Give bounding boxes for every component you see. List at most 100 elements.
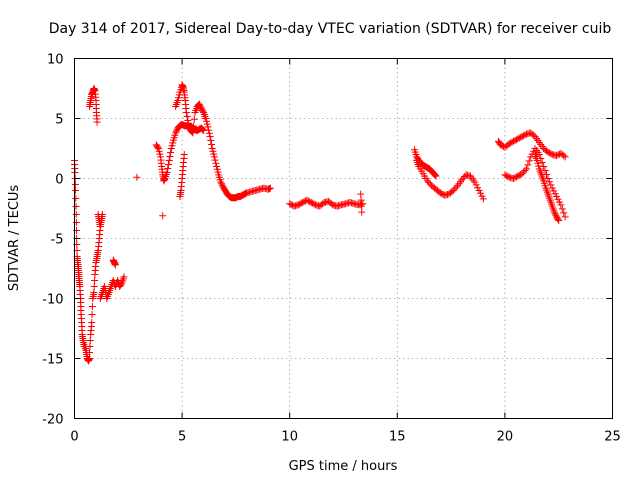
data-point bbox=[72, 203, 80, 210]
data-point bbox=[195, 100, 203, 108]
data-point bbox=[212, 159, 220, 167]
data-point bbox=[189, 129, 197, 137]
x-axis-label: GPS time / hours bbox=[289, 459, 398, 474]
data-point bbox=[93, 118, 101, 126]
data-point bbox=[514, 172, 522, 180]
data-point bbox=[91, 277, 99, 284]
data-point bbox=[307, 199, 315, 206]
data-point bbox=[120, 273, 128, 281]
data-point bbox=[204, 123, 212, 131]
data-point bbox=[304, 197, 312, 205]
y-tick-label: 5 bbox=[55, 113, 63, 128]
data-point bbox=[208, 141, 216, 148]
data-point bbox=[560, 209, 568, 217]
series-arc-5 bbox=[96, 273, 128, 302]
data-point bbox=[512, 136, 520, 144]
data-point bbox=[510, 137, 518, 145]
data-point bbox=[86, 343, 94, 350]
data-point bbox=[358, 208, 366, 216]
x-tick-label: 25 bbox=[604, 430, 621, 445]
data-point bbox=[88, 311, 96, 318]
data-point bbox=[545, 178, 553, 186]
data-point bbox=[297, 199, 305, 207]
data-point bbox=[547, 150, 555, 158]
data-point bbox=[501, 171, 509, 179]
series-arc-11 bbox=[176, 151, 188, 200]
data-point bbox=[553, 152, 561, 160]
data-point bbox=[510, 175, 518, 182]
data-point bbox=[511, 137, 519, 144]
axis-ticks: 0 5 10 15 20 25 -20 -15 -10 -5 0 5 10 bbox=[42, 53, 621, 445]
data-point bbox=[196, 102, 204, 110]
data-point bbox=[303, 196, 311, 204]
data-point bbox=[294, 201, 302, 209]
data-point bbox=[287, 201, 295, 208]
data-point bbox=[167, 149, 175, 156]
data-point bbox=[180, 151, 188, 158]
data-point bbox=[133, 173, 141, 181]
data-point bbox=[88, 303, 96, 310]
data-point bbox=[524, 161, 532, 169]
series-arc-7 bbox=[133, 173, 141, 181]
data-point bbox=[508, 138, 516, 146]
data-point bbox=[525, 157, 533, 165]
data-point bbox=[514, 135, 522, 143]
data-point bbox=[505, 140, 513, 148]
data-point bbox=[459, 174, 467, 182]
x-tick-label: 15 bbox=[389, 430, 406, 445]
data-point bbox=[432, 172, 440, 180]
data-point bbox=[511, 174, 519, 182]
data-point bbox=[557, 201, 565, 209]
data-point bbox=[217, 178, 225, 186]
data-point bbox=[165, 157, 173, 164]
data-point bbox=[310, 200, 318, 208]
data-point bbox=[199, 107, 207, 115]
data-point bbox=[438, 190, 446, 198]
y-tick-label: 10 bbox=[47, 53, 64, 68]
x-tick-label: 10 bbox=[281, 430, 298, 445]
data-point bbox=[86, 337, 94, 344]
y-axis-label: SDTVAR / TECUs bbox=[7, 185, 22, 292]
data-point bbox=[561, 213, 569, 221]
data-point bbox=[547, 181, 555, 189]
x-tick-label: 5 bbox=[178, 430, 186, 445]
data-point bbox=[521, 167, 529, 174]
data-point bbox=[166, 153, 174, 160]
data-point bbox=[431, 171, 439, 179]
data-point bbox=[86, 349, 94, 356]
data-point bbox=[190, 122, 198, 130]
data-point bbox=[554, 215, 562, 223]
y-tick-label: -10 bbox=[42, 293, 63, 308]
data-point bbox=[520, 168, 528, 176]
data-point bbox=[266, 184, 274, 192]
data-point bbox=[518, 133, 526, 140]
data-point bbox=[117, 280, 125, 288]
data-point bbox=[550, 208, 558, 216]
data-point bbox=[164, 165, 172, 172]
data-point bbox=[182, 109, 190, 116]
data-point bbox=[211, 156, 219, 164]
data-point bbox=[555, 217, 563, 224]
data-point bbox=[90, 289, 98, 296]
series-arc-16 bbox=[494, 129, 569, 161]
data-point bbox=[357, 196, 365, 204]
data-point bbox=[198, 125, 206, 133]
series-arc-12 bbox=[286, 196, 367, 210]
data-point bbox=[101, 283, 109, 290]
x-tick-label: 20 bbox=[497, 430, 514, 445]
data-point bbox=[188, 128, 196, 136]
data-point bbox=[522, 165, 530, 173]
data-point bbox=[286, 200, 294, 208]
data-point bbox=[86, 355, 94, 362]
data-point bbox=[561, 153, 569, 161]
series-arc-18 bbox=[531, 151, 563, 224]
data-point bbox=[423, 177, 431, 185]
data-point bbox=[154, 143, 162, 151]
data-point bbox=[497, 141, 505, 149]
data-point bbox=[530, 131, 538, 139]
y-tick-label: -5 bbox=[51, 233, 64, 248]
data-point bbox=[184, 117, 192, 124]
data-point bbox=[451, 185, 459, 193]
series-arc-15 bbox=[413, 157, 487, 203]
data-point bbox=[517, 133, 525, 141]
